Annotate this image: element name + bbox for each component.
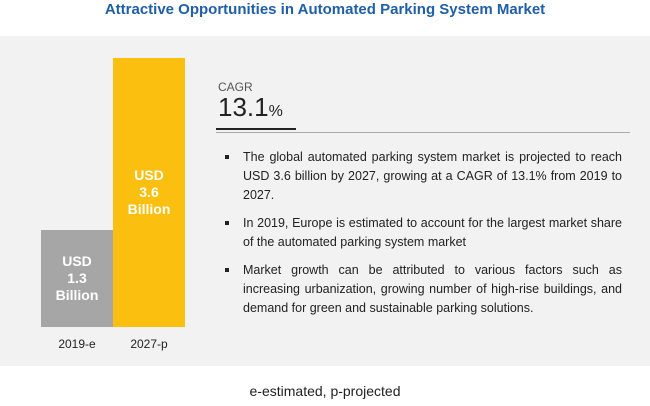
- cagr-label: CAGR: [218, 80, 253, 94]
- key-point-text: Market growth can be attributed to vario…: [243, 263, 622, 315]
- bullet-icon: [225, 155, 229, 159]
- key-point-item: In 2019, Europe is estimated to account …: [222, 214, 622, 252]
- key-points-list: The global automated parking system mark…: [222, 148, 622, 327]
- bar-data-label: USD 1.3 Billion: [55, 253, 99, 303]
- key-point-item: The global automated parking system mark…: [222, 148, 622, 205]
- bar-data-label: USD 3.6 Billion: [127, 167, 171, 217]
- cagr-number: 13.1: [218, 92, 269, 122]
- key-point-item: Market growth can be attributed to vario…: [222, 261, 622, 318]
- bar-2027-p: USD 3.6 Billion: [113, 58, 185, 327]
- cagr-unit: %: [268, 103, 283, 120]
- chart-title: Attractive Opportunities in Automated Pa…: [104, 1, 546, 18]
- bullet-icon: [225, 268, 229, 272]
- key-point-text: The global automated parking system mark…: [243, 150, 622, 202]
- cagr-value: 13.1%: [218, 92, 283, 123]
- key-point-text: In 2019, Europe is estimated to account …: [243, 216, 622, 249]
- x-tick-label: 2027-p: [130, 337, 168, 351]
- bullet-icon: [225, 221, 229, 225]
- cagr-underline: [216, 128, 296, 130]
- cagr-divider: [216, 132, 630, 133]
- bar-area: USD 1.3 Billion USD 3.6 Billion: [0, 36, 210, 327]
- bar-2019-e: USD 1.3 Billion: [41, 230, 113, 327]
- x-tick-label: 2019-e: [58, 337, 96, 351]
- footnote: e-estimated, p-projected: [249, 383, 401, 399]
